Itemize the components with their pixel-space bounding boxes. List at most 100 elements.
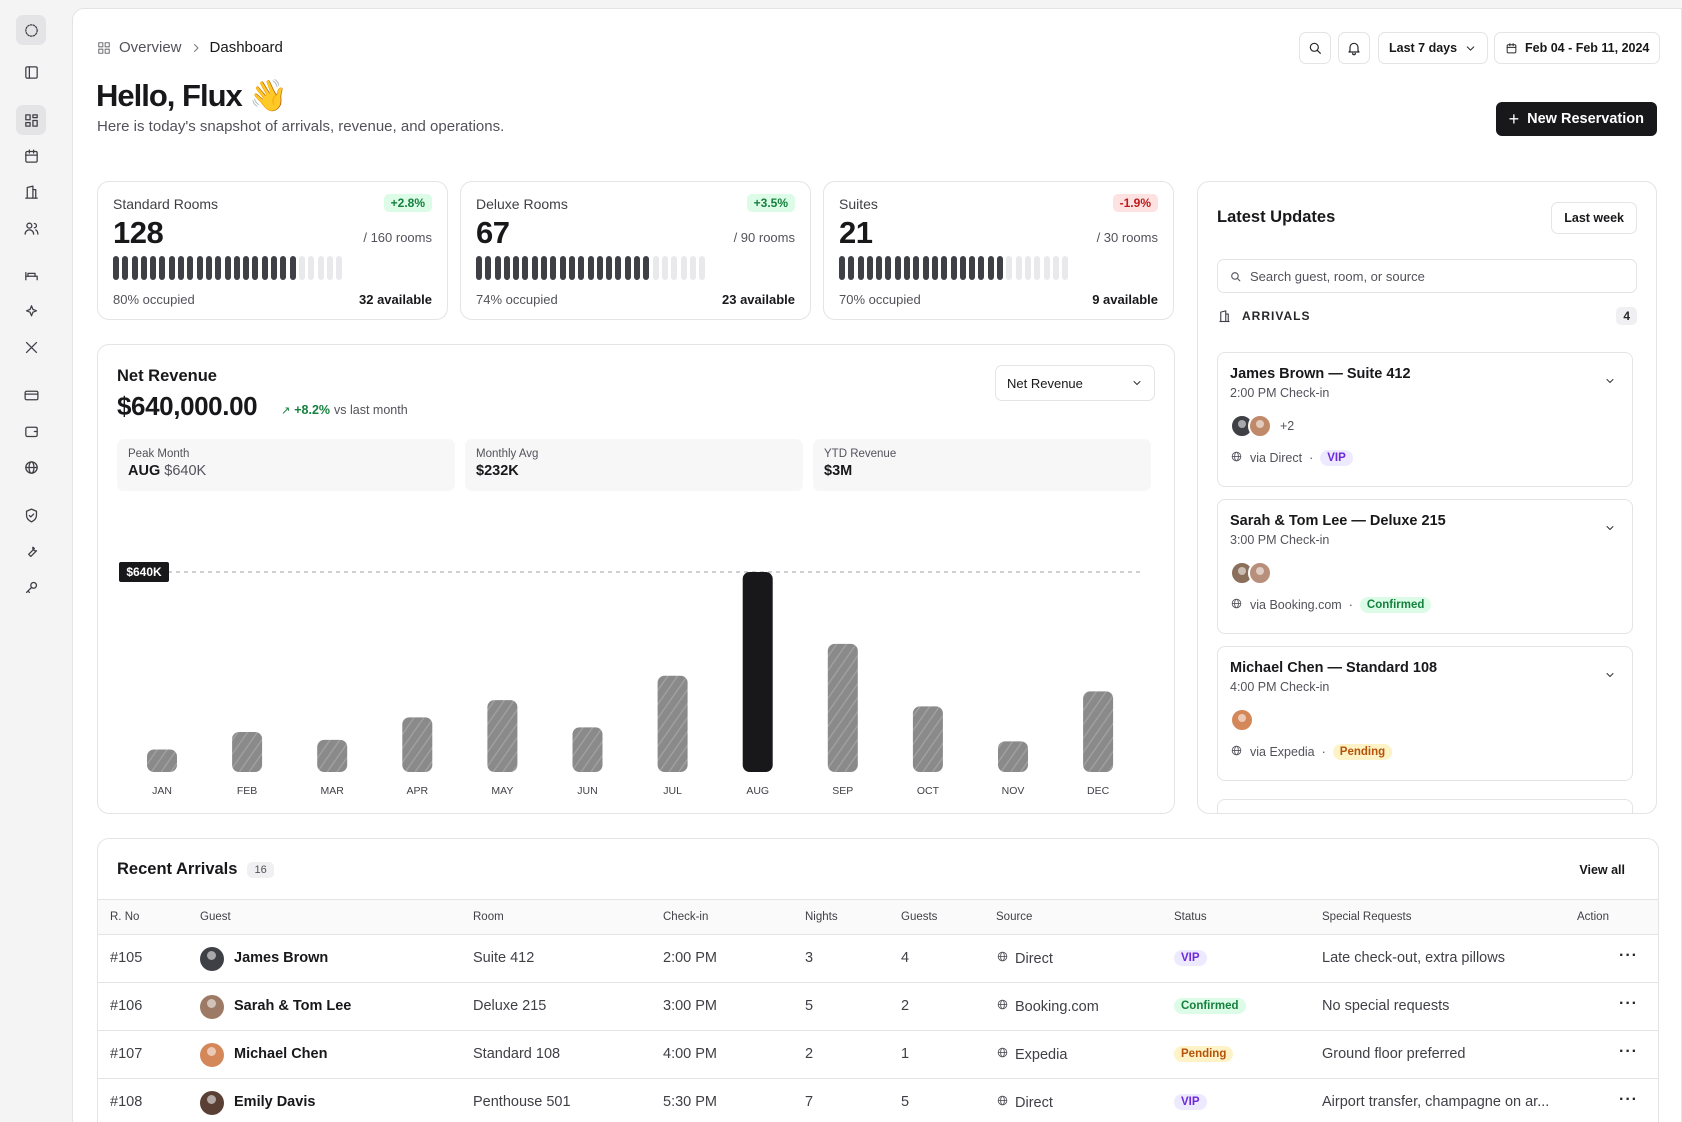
occupancy-tick: [289, 256, 296, 280]
column-header[interactable]: Source: [996, 911, 1033, 923]
guest-avatars: [1230, 561, 1272, 585]
nights: 5: [805, 998, 814, 1014]
occupancy-tick: [336, 256, 343, 280]
revenue-metric-select[interactable]: Net Revenue: [995, 365, 1155, 401]
bar-dec[interactable]: [1083, 691, 1114, 772]
toggle-sidebar-icon[interactable]: [16, 57, 46, 87]
column-header[interactable]: Check-in: [663, 911, 709, 923]
column-header[interactable]: Action: [1577, 911, 1609, 923]
arrival-meta: via Booking.com · Confirmed: [1230, 597, 1432, 613]
arrival-card[interactable]: Sarah & Tom Lee — Deluxe 215 3:00 PM Chec…: [1217, 499, 1633, 634]
latest-updates-card: Latest Updates Last week Search guest, r…: [1197, 181, 1657, 814]
logo-icon[interactable]: [16, 15, 46, 45]
search-icon: [1231, 271, 1241, 281]
occupancy-tick: [987, 256, 994, 280]
bar-jan[interactable]: [147, 749, 177, 773]
occupancy-tick: [922, 256, 929, 280]
occupancy-tick: [503, 256, 510, 280]
occupancy-tick: [224, 256, 231, 280]
more-actions-icon[interactable]: ···: [1619, 995, 1638, 1012]
occupancy-tick: [178, 256, 185, 280]
bar-jul[interactable]: [657, 675, 688, 772]
updates-search-input[interactable]: Search guest, room, or source: [1217, 259, 1637, 293]
new-reservation-button[interactable]: + New Reservation: [1495, 102, 1657, 136]
stat-card: Deluxe Rooms +3.5% 67 / 90 rooms 74% occupie…: [460, 181, 811, 320]
view-all-button[interactable]: View all: [1579, 863, 1625, 877]
column-header[interactable]: Special Requests: [1322, 911, 1412, 923]
occupancy-tick: [205, 256, 212, 280]
more-actions-icon[interactable]: ···: [1619, 1043, 1638, 1060]
arrival-card-partial[interactable]: [1217, 799, 1633, 813]
bar-apr[interactable]: [402, 717, 433, 772]
status-badge: Pending: [1174, 1046, 1234, 1062]
range-select[interactable]: Last 7 days: [1378, 32, 1489, 64]
breadcrumb-current: Dashboard: [209, 39, 283, 56]
guest-name[interactable]: Michael Chen: [234, 1046, 328, 1062]
bar-may[interactable]: [487, 700, 518, 772]
bar-mar[interactable]: [317, 739, 348, 772]
x-tick-label: SEP: [832, 785, 853, 797]
breadcrumb-parent[interactable]: Overview: [119, 39, 182, 56]
bar-oct[interactable]: [912, 706, 943, 772]
shield-icon[interactable]: [16, 500, 46, 530]
stat-label: Standard Rooms: [113, 196, 219, 212]
separator-dot: ·: [1309, 451, 1314, 465]
updates-period-button[interactable]: Last week: [1551, 202, 1637, 234]
globe-icon: [1230, 744, 1243, 760]
more-actions-icon[interactable]: ···: [1619, 947, 1638, 964]
more-actions-icon[interactable]: ···: [1619, 1091, 1638, 1108]
table-row[interactable]: #108 Emily Davis Penthouse 501 5:30 PM 7 5 Dir…: [98, 1079, 1658, 1122]
globe-icon[interactable]: [16, 452, 46, 482]
source: Direct: [996, 950, 1053, 967]
ytd-revenue-value: $3M: [824, 463, 853, 479]
bar-feb[interactable]: [232, 732, 263, 772]
column-header[interactable]: Guests: [901, 911, 938, 923]
chevron-down-icon: [1133, 381, 1141, 385]
arrival-card[interactable]: Michael Chen — Standard 108 4:00 PM Check…: [1217, 646, 1633, 781]
guest-name[interactable]: Sarah & Tom Lee: [234, 998, 352, 1014]
bar-sep[interactable]: [827, 643, 858, 772]
ytd-revenue-tile: YTD Revenue $3M: [813, 439, 1151, 491]
bar-aug[interactable]: [742, 572, 773, 772]
guest-name[interactable]: James Brown: [234, 950, 329, 966]
column-header[interactable]: Status: [1174, 911, 1207, 923]
users-icon[interactable]: [16, 213, 46, 243]
bar-nov[interactable]: [998, 741, 1028, 772]
key-icon[interactable]: [16, 572, 46, 602]
occupancy-tick: [215, 256, 222, 280]
table-row[interactable]: #106 Sarah & Tom Lee Deluxe 215 3:00 PM 5 2 Bo…: [98, 983, 1658, 1031]
guest-avatars: +2: [1230, 414, 1294, 438]
guest-name[interactable]: Emily Davis: [234, 1094, 316, 1110]
occupancy-tick: [233, 256, 240, 280]
notifications-button[interactable]: [1338, 32, 1370, 64]
globe-icon: [1230, 450, 1243, 466]
sparkle-icon[interactable]: [16, 296, 46, 326]
column-header[interactable]: Guest: [200, 911, 231, 923]
search-button[interactable]: [1299, 32, 1331, 64]
occupancy-tick: [1043, 256, 1050, 280]
guests: 4: [901, 950, 910, 966]
wrench-icon[interactable]: [16, 536, 46, 566]
column-header[interactable]: Room: [473, 911, 504, 923]
arrival-card[interactable]: James Brown — Suite 412 2:00 PM Check-in +…: [1217, 352, 1633, 487]
bed-icon[interactable]: [16, 260, 46, 290]
guests: 5: [901, 1094, 910, 1110]
table-row[interactable]: #105 James Brown Suite 412 2:00 PM 3 4 Direct V…: [98, 935, 1658, 983]
bar-jun[interactable]: [572, 727, 603, 772]
building-icon[interactable]: [16, 177, 46, 207]
wallet-icon[interactable]: [16, 416, 46, 446]
column-header[interactable]: Nights: [805, 911, 838, 923]
date-range-picker[interactable]: Feb 04 - Feb 11, 2024: [1494, 32, 1661, 64]
utensils-icon[interactable]: [16, 332, 46, 362]
dashboard-icon[interactable]: [16, 105, 46, 135]
stat-value: 21: [839, 215, 873, 250]
occupancy-tick: [150, 256, 157, 280]
separator-dot: ·: [1348, 598, 1353, 612]
occupancy-tick: [913, 256, 920, 280]
guests: 2: [901, 998, 910, 1014]
column-header[interactable]: R. No: [110, 911, 140, 923]
table-row[interactable]: #107 Michael Chen Standard 108 4:00 PM 2 1 Exp…: [98, 1031, 1658, 1079]
credit-card-icon[interactable]: [16, 380, 46, 410]
special-requests: No special requests: [1322, 998, 1450, 1014]
calendar-icon[interactable]: [16, 141, 46, 171]
